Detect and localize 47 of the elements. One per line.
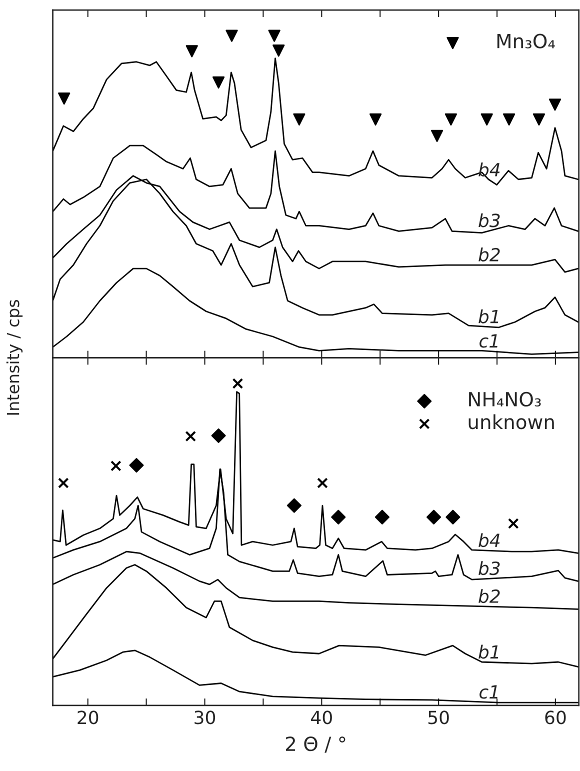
point — [374, 510, 390, 524]
point — [110, 460, 122, 472]
x-tick-label: 40 — [311, 710, 332, 724]
legend-label: Mn₃O₄ — [497, 34, 555, 48]
point — [508, 518, 519, 529]
legend-label: NH₄NO₃ — [469, 392, 541, 407]
legend-label: unknown — [468, 414, 554, 430]
point — [446, 510, 460, 524]
series-label: b4 — [478, 162, 500, 176]
point — [502, 113, 516, 126]
point — [211, 428, 226, 443]
x-tick-label: 50 — [428, 710, 449, 724]
series-label: b2 — [478, 589, 500, 604]
x-tick-label: 30 — [194, 710, 216, 724]
point — [293, 113, 306, 126]
point — [286, 498, 302, 513]
x-tick-label: 20 — [78, 710, 98, 724]
y-axis-title: Intensity / cps — [6, 300, 23, 415]
series-label: b3 — [478, 213, 500, 228]
point — [430, 130, 444, 142]
point — [331, 510, 346, 524]
point — [129, 458, 144, 473]
series-label: b3 — [478, 561, 500, 576]
point — [226, 30, 238, 42]
point — [548, 98, 562, 111]
point — [58, 92, 70, 105]
series-label: b2 — [478, 248, 500, 262]
series-label: c1 — [480, 334, 498, 348]
point — [268, 30, 280, 42]
x-tick-label: 60 — [545, 710, 566, 724]
series-label: b1 — [478, 644, 498, 659]
point — [532, 113, 546, 126]
point — [58, 478, 69, 488]
point — [426, 510, 442, 524]
point — [317, 478, 328, 488]
x-axis-title: 2 Θ / ° — [286, 736, 346, 753]
point — [444, 113, 458, 126]
series-label: b1 — [478, 309, 498, 324]
point — [272, 44, 285, 57]
point — [480, 113, 493, 126]
point — [185, 430, 196, 442]
series-label: b4 — [478, 533, 500, 548]
point — [186, 45, 198, 58]
point — [232, 378, 244, 389]
point — [212, 76, 225, 89]
point — [369, 113, 382, 126]
series-label: c1 — [480, 685, 498, 699]
